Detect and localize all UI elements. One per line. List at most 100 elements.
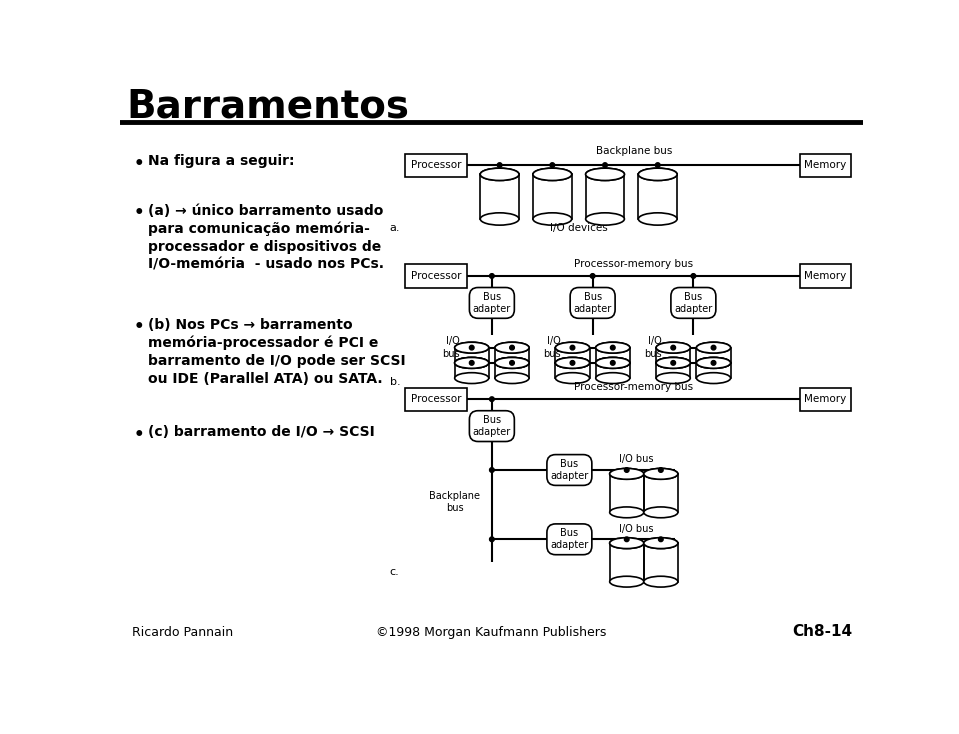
Ellipse shape <box>455 357 489 368</box>
Text: I/O bus: I/O bus <box>619 454 653 464</box>
Circle shape <box>509 345 514 350</box>
Text: Na figura a seguir:: Na figura a seguir: <box>148 154 294 168</box>
Ellipse shape <box>596 357 630 368</box>
Text: c.: c. <box>389 567 399 577</box>
Text: Processor-memory bus: Processor-memory bus <box>574 258 693 269</box>
Circle shape <box>611 345 615 350</box>
Text: a.: a. <box>389 223 400 233</box>
Text: Processor: Processor <box>410 271 461 281</box>
Ellipse shape <box>455 357 489 368</box>
Circle shape <box>712 345 715 350</box>
Circle shape <box>571 360 574 366</box>
Ellipse shape <box>610 576 643 587</box>
Ellipse shape <box>696 357 731 368</box>
Ellipse shape <box>643 468 678 479</box>
Circle shape <box>591 274 595 278</box>
Bar <box>495 363 529 378</box>
Bar <box>405 388 467 411</box>
Bar <box>596 363 630 378</box>
Ellipse shape <box>555 357 590 368</box>
Text: •: • <box>134 155 145 173</box>
Text: ©1998 Morgan Kaufmann Publishers: ©1998 Morgan Kaufmann Publishers <box>376 626 606 639</box>
Circle shape <box>489 397 494 401</box>
Ellipse shape <box>555 342 590 353</box>
FancyBboxPatch shape <box>547 524 592 555</box>
Ellipse shape <box>495 357 529 368</box>
Bar <box>455 363 489 378</box>
Ellipse shape <box>610 468 643 479</box>
Ellipse shape <box>586 168 624 181</box>
Ellipse shape <box>533 168 572 181</box>
Bar <box>533 174 572 219</box>
Circle shape <box>469 360 474 366</box>
Ellipse shape <box>555 357 590 368</box>
Ellipse shape <box>480 168 519 181</box>
Circle shape <box>550 163 554 167</box>
Bar <box>801 388 851 411</box>
Circle shape <box>489 537 494 542</box>
Ellipse shape <box>610 538 643 548</box>
Bar <box>610 543 643 581</box>
FancyBboxPatch shape <box>571 288 615 319</box>
Text: •: • <box>134 426 145 444</box>
Ellipse shape <box>596 357 630 368</box>
Bar <box>656 363 690 378</box>
Ellipse shape <box>596 373 630 384</box>
Bar <box>696 348 731 363</box>
Ellipse shape <box>495 342 529 353</box>
Bar <box>555 363 590 378</box>
Bar <box>656 348 690 363</box>
Text: Memory: Memory <box>805 271 847 281</box>
Bar <box>455 348 489 363</box>
Ellipse shape <box>696 373 731 384</box>
Text: Bus
adapter: Bus adapter <box>550 528 589 550</box>
Text: b.: b. <box>389 377 400 388</box>
Circle shape <box>489 468 494 472</box>
Circle shape <box>671 345 675 350</box>
FancyBboxPatch shape <box>469 411 514 442</box>
Ellipse shape <box>495 357 529 368</box>
Circle shape <box>509 360 514 366</box>
Ellipse shape <box>495 373 529 384</box>
Circle shape <box>624 537 629 542</box>
Text: Backplane bus: Backplane bus <box>596 146 672 156</box>
Ellipse shape <box>555 342 590 353</box>
Text: Ch8-14: Ch8-14 <box>792 625 853 639</box>
Circle shape <box>611 360 615 366</box>
Ellipse shape <box>696 342 731 353</box>
Ellipse shape <box>455 373 489 384</box>
Text: I/O
bus: I/O bus <box>442 336 460 359</box>
Bar <box>639 174 677 219</box>
Ellipse shape <box>596 357 630 368</box>
Bar <box>586 174 624 219</box>
Ellipse shape <box>696 342 731 353</box>
FancyBboxPatch shape <box>547 454 592 485</box>
Ellipse shape <box>610 468 643 479</box>
Ellipse shape <box>495 342 529 353</box>
Ellipse shape <box>610 507 643 517</box>
Circle shape <box>469 345 474 350</box>
Ellipse shape <box>586 168 624 181</box>
Bar <box>643 474 678 512</box>
Ellipse shape <box>656 342 690 353</box>
Bar <box>555 348 590 363</box>
Ellipse shape <box>643 507 678 517</box>
Ellipse shape <box>643 576 678 587</box>
FancyBboxPatch shape <box>469 288 514 319</box>
Ellipse shape <box>533 213 572 225</box>
Ellipse shape <box>586 213 624 225</box>
Ellipse shape <box>455 342 489 353</box>
Bar <box>495 348 529 363</box>
Ellipse shape <box>696 357 731 368</box>
Circle shape <box>489 274 494 278</box>
Bar <box>696 363 731 378</box>
Text: Processor: Processor <box>410 160 461 170</box>
Bar <box>643 543 678 581</box>
Circle shape <box>602 163 607 167</box>
Text: Bus
adapter: Bus adapter <box>674 291 713 314</box>
Ellipse shape <box>455 357 489 368</box>
Ellipse shape <box>555 357 590 368</box>
Text: Bus
adapter: Bus adapter <box>550 459 589 482</box>
Text: I/O bus: I/O bus <box>619 523 653 534</box>
Text: Memory: Memory <box>805 394 847 404</box>
